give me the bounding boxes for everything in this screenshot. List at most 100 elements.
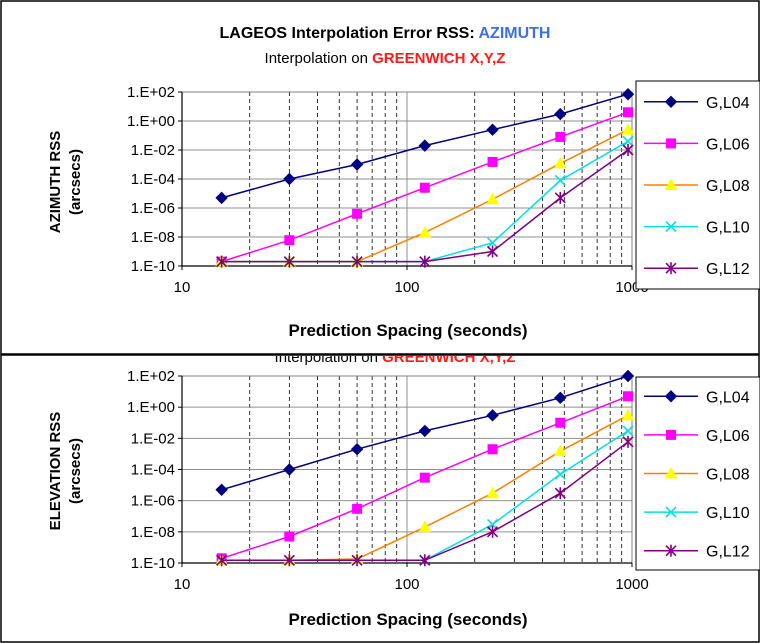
legend-marker xyxy=(666,138,676,149)
legend-entry: G,L08 xyxy=(644,178,750,195)
data-point xyxy=(622,425,634,437)
data-point xyxy=(486,486,499,499)
y-tick-label: 1.E+02 xyxy=(127,368,175,385)
x-tick-label: 100 xyxy=(394,576,419,593)
legend-label: G,L08 xyxy=(706,467,750,484)
legend-label: G,L10 xyxy=(706,505,750,522)
y-tick-label: 1.E-02 xyxy=(131,430,175,447)
data-point xyxy=(419,472,430,483)
chart-2-legend: G,L04 G,L06 G,L08 G,L10 G,L12 xyxy=(635,376,760,571)
x-tick-label: 1000 xyxy=(615,576,648,593)
data-point xyxy=(216,554,228,567)
data-point xyxy=(621,408,635,421)
data-point xyxy=(555,417,566,428)
legend-entry: G,L12 xyxy=(644,261,750,278)
chart-2-subtitle: Interpolation on GREENWICH X,Y,Z xyxy=(275,349,516,366)
legend-label: G,L08 xyxy=(706,178,750,195)
chart-1-ylabel-line2: (arcsecs) xyxy=(67,149,84,215)
data-point xyxy=(216,255,228,268)
chart-2-ylabel-line1: ELEVATION RSS xyxy=(47,412,64,531)
legend-marker xyxy=(664,466,678,479)
legend-marker xyxy=(666,429,676,440)
data-point xyxy=(418,139,432,152)
data-point xyxy=(554,174,566,186)
data-point xyxy=(486,409,499,422)
chart-1-xlabel: Prediction Spacing (seconds) xyxy=(289,321,528,340)
legend-marker xyxy=(665,506,677,518)
x-tick-label: 10 xyxy=(174,576,191,593)
series-g-l04 xyxy=(215,369,635,496)
data-point xyxy=(350,158,364,171)
legend-label: G,L04 xyxy=(706,95,750,112)
data-point xyxy=(418,424,432,438)
y-tick-label: 1.E-04 xyxy=(131,462,175,479)
data-point xyxy=(623,391,634,402)
legend-entry: G,L10 xyxy=(644,505,750,522)
data-point xyxy=(215,191,228,205)
data-point xyxy=(352,503,363,514)
legend-entry: G,L04 xyxy=(644,95,750,112)
y-tick-label: 1.E-08 xyxy=(131,229,175,246)
x-tick-label: 10 xyxy=(174,279,191,296)
data-point xyxy=(623,107,634,118)
y-tick-label: 1.E-10 xyxy=(131,555,175,572)
x-tick-label: 100 xyxy=(394,279,419,296)
legend-label: G,L12 xyxy=(706,261,750,278)
data-point xyxy=(554,468,566,480)
series-g-l06 xyxy=(216,107,634,267)
legend-entry: G,L06 xyxy=(644,428,750,445)
legend-label: G,L06 xyxy=(706,428,750,445)
y-tick-label: 1.E+00 xyxy=(127,113,175,130)
legend-entry: G,L10 xyxy=(644,220,750,237)
y-tick-label: 1.E-10 xyxy=(131,258,175,275)
y-tick-label: 1.E-02 xyxy=(131,142,175,159)
chart-2-plot-area: 1.E-10 1.E-08 1.E-06 1.E-04 1.E-02 1.E+00 1.E+… xyxy=(127,368,649,593)
data-point xyxy=(554,191,566,204)
data-point xyxy=(215,483,228,496)
data-point xyxy=(553,156,567,169)
data-point xyxy=(622,135,634,147)
data-point xyxy=(486,245,499,258)
y-tick-label: 1.E+00 xyxy=(127,399,175,416)
legend-entry: G,L06 xyxy=(644,136,750,153)
chart-1-legend: G,L04 G,L06 G,L08 G,L10 G,L12 xyxy=(635,80,760,290)
data-point xyxy=(486,192,499,205)
data-point xyxy=(487,444,498,455)
data-point xyxy=(621,369,635,383)
legend-label: G,L10 xyxy=(706,220,750,237)
legend-entry: G,L12 xyxy=(644,544,750,561)
legend-entry: G,L08 xyxy=(644,467,750,484)
data-point xyxy=(284,531,295,542)
data-point xyxy=(622,435,634,448)
data-point xyxy=(351,554,363,567)
legend-marker xyxy=(665,544,677,557)
data-point xyxy=(554,107,567,121)
data-point xyxy=(352,208,363,219)
data-point xyxy=(555,131,566,142)
legend-label: G,L12 xyxy=(706,544,750,561)
series-g-l12 xyxy=(216,435,634,567)
legend-label: G,L06 xyxy=(706,136,750,153)
series-g-l12 xyxy=(216,144,634,268)
data-point xyxy=(487,156,498,167)
chart-2-subtitle-clipped: Interpolation on GREENWICH X,Y,Z xyxy=(275,349,516,366)
series-g-l04 xyxy=(215,88,635,205)
chart-2-xlabel: Prediction Spacing (seconds) xyxy=(289,610,528,629)
data-point xyxy=(350,443,364,456)
legend-marker xyxy=(665,262,677,275)
legend-marker xyxy=(664,390,678,403)
legend-marker xyxy=(664,95,678,109)
data-point xyxy=(283,172,296,186)
data-point xyxy=(621,88,635,101)
data-point xyxy=(418,520,432,533)
data-point xyxy=(622,144,634,156)
data-point xyxy=(418,226,432,238)
data-point xyxy=(283,554,295,567)
legend-marker xyxy=(665,221,677,233)
data-point xyxy=(553,444,567,457)
y-tick-label: 1.E+02 xyxy=(127,84,175,101)
legend-marker xyxy=(664,178,678,190)
data-point xyxy=(419,182,430,193)
data-point xyxy=(283,255,295,268)
